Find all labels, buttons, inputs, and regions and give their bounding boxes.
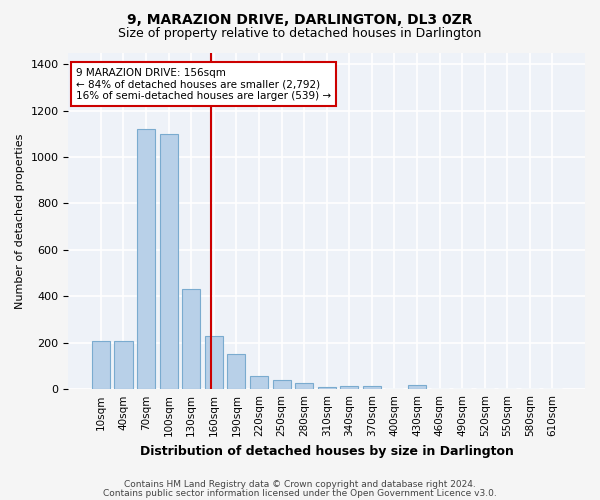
Bar <box>92 341 110 390</box>
Bar <box>160 134 178 390</box>
Bar <box>137 129 155 390</box>
Bar <box>408 384 426 390</box>
Bar <box>250 376 268 390</box>
Bar <box>182 290 200 390</box>
Bar <box>340 386 358 390</box>
Text: Contains HM Land Registry data © Crown copyright and database right 2024.: Contains HM Land Registry data © Crown c… <box>124 480 476 489</box>
Bar <box>227 354 245 390</box>
Bar <box>272 380 290 390</box>
Text: 9, MARAZION DRIVE, DARLINGTON, DL3 0ZR: 9, MARAZION DRIVE, DARLINGTON, DL3 0ZR <box>127 12 473 26</box>
Bar <box>295 384 313 390</box>
Bar <box>115 341 133 390</box>
Bar <box>317 387 336 390</box>
X-axis label: Distribution of detached houses by size in Darlington: Distribution of detached houses by size … <box>140 444 514 458</box>
Text: 9 MARAZION DRIVE: 156sqm
← 84% of detached houses are smaller (2,792)
16% of sem: 9 MARAZION DRIVE: 156sqm ← 84% of detach… <box>76 68 331 101</box>
Y-axis label: Number of detached properties: Number of detached properties <box>15 133 25 308</box>
Text: Contains public sector information licensed under the Open Government Licence v3: Contains public sector information licen… <box>103 488 497 498</box>
Bar <box>205 336 223 390</box>
Text: Size of property relative to detached houses in Darlington: Size of property relative to detached ho… <box>118 28 482 40</box>
Bar <box>363 386 381 390</box>
